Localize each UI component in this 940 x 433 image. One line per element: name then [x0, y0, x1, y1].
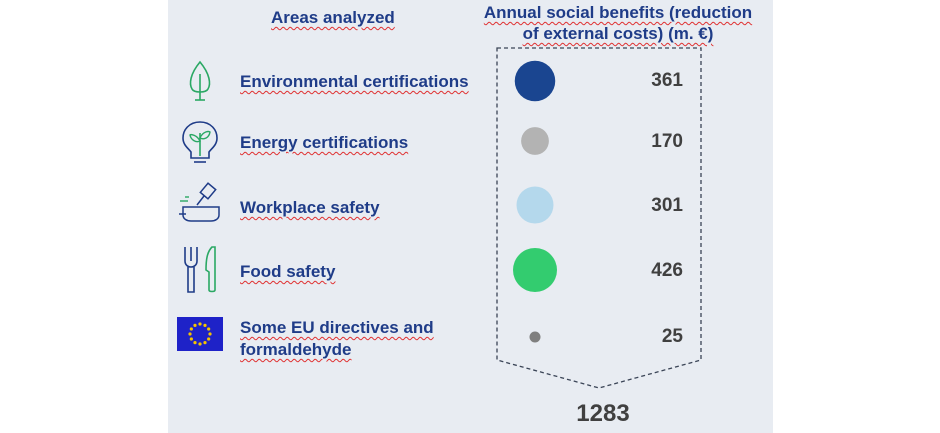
eu-star — [198, 322, 202, 326]
gavel-icon — [179, 182, 220, 222]
row-label-food: Food safety — [240, 262, 336, 281]
fork-knife-icon — [184, 246, 216, 293]
value-workplace: 301 — [651, 195, 683, 216]
dashed-bracket — [496, 47, 702, 389]
value-food: 426 — [651, 260, 683, 281]
eu-star — [188, 332, 192, 336]
eu-star — [203, 341, 207, 345]
row-label-eu-line2: formaldehyde — [240, 340, 352, 359]
bubble-3 — [516, 186, 554, 224]
eu-star — [207, 337, 211, 341]
eu-flag-icon — [177, 317, 223, 351]
row-label-eu: Some EU directives and formaldehyde — [240, 317, 510, 361]
row-label-energy: Energy certifications — [240, 133, 409, 152]
eu-star — [193, 323, 197, 327]
bubble-2 — [521, 127, 549, 155]
areas-header: Areas analyzed — [271, 8, 395, 27]
value-eu: 25 — [661, 326, 683, 347]
total-value: 1283 — [576, 400, 630, 427]
infographic-panel: Areas analyzed Annual social benefits (r… — [168, 0, 773, 433]
bubble-1 — [514, 60, 556, 102]
bubble-4 — [513, 248, 557, 292]
benefits-header-line2: of external costs) (m. €) — [522, 24, 714, 43]
tree-icon — [189, 60, 211, 101]
row-label-workplace: Workplace safety — [240, 198, 380, 217]
eu-star — [208, 332, 212, 336]
eu-star — [189, 337, 193, 341]
eu-star — [193, 341, 197, 345]
eu-star — [189, 327, 193, 331]
bubble-5 — [529, 331, 541, 343]
eu-star — [203, 323, 207, 327]
eu-star — [198, 342, 202, 346]
row-label-eu-line1: Some EU directives and — [240, 318, 434, 337]
benefits-header-line1: Annual social benefits (reduction — [483, 3, 753, 22]
value-environmental: 361 — [651, 70, 683, 91]
eu-star — [207, 327, 211, 331]
value-energy: 170 — [651, 131, 683, 152]
bubbles-group — [513, 60, 557, 343]
lightbulb-leaf-icon — [182, 121, 218, 163]
row-label-environmental: Environmental certifications — [240, 72, 469, 91]
benefits-header: Annual social benefits (reduction of ext… — [468, 2, 768, 44]
